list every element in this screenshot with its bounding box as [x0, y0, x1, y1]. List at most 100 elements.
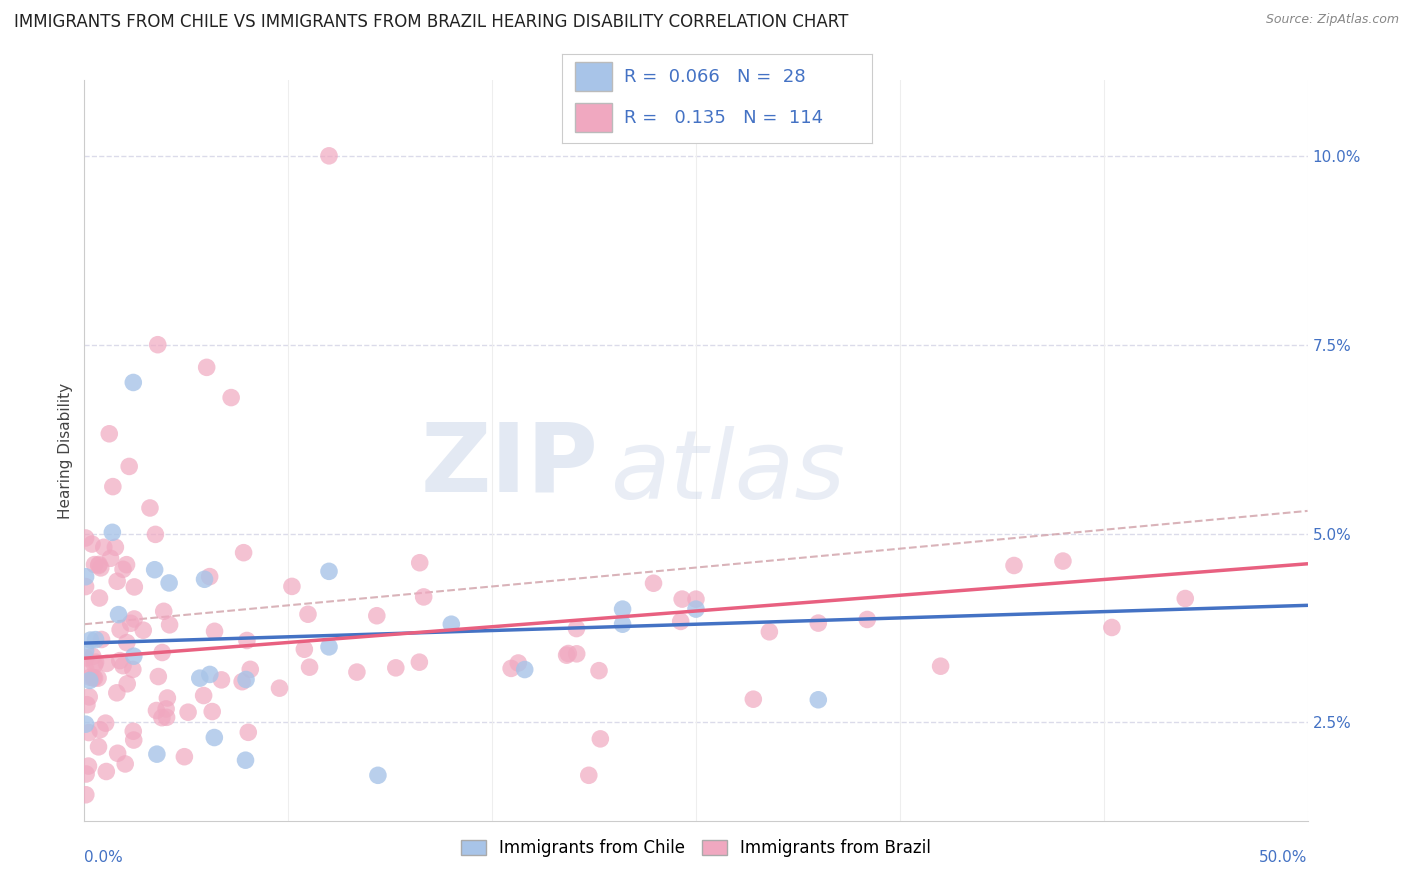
- Point: [612, 617, 634, 632]
- Point: [201, 705, 224, 719]
- Point: [235, 673, 257, 687]
- Point: [100, 551, 122, 566]
- Point: [87, 671, 110, 685]
- Point: [107, 746, 129, 760]
- Point: [75, 662, 97, 676]
- Point: [75, 570, 97, 584]
- Point: [124, 580, 146, 594]
- Point: [112, 562, 135, 576]
- Y-axis label: Hearing Disability: Hearing Disability: [58, 383, 73, 518]
- Point: [76, 698, 98, 712]
- Point: [297, 607, 319, 622]
- Point: [132, 623, 155, 637]
- Point: [96, 764, 118, 779]
- Point: [578, 768, 600, 782]
- Point: [269, 681, 291, 695]
- Text: 50.0%: 50.0%: [1260, 850, 1308, 865]
- Point: [108, 654, 131, 668]
- Point: [1052, 554, 1074, 568]
- Point: [89, 591, 111, 605]
- Point: [108, 623, 131, 637]
- Point: [155, 702, 177, 716]
- Point: [236, 633, 259, 648]
- Point: [152, 604, 174, 618]
- Point: [75, 717, 97, 731]
- Legend: Immigrants from Chile, Immigrants from Brazil: Immigrants from Chile, Immigrants from B…: [454, 833, 938, 864]
- Point: [114, 756, 136, 771]
- Point: [318, 640, 340, 654]
- FancyBboxPatch shape: [575, 62, 612, 91]
- Point: [929, 659, 952, 673]
- Point: [83, 558, 105, 572]
- Point: [115, 558, 138, 572]
- Point: [501, 661, 523, 675]
- Point: [685, 602, 707, 616]
- Point: [75, 580, 97, 594]
- Point: [856, 612, 879, 626]
- Point: [145, 704, 167, 718]
- Point: [412, 590, 434, 604]
- Text: R =  0.066   N =  28: R = 0.066 N = 28: [624, 68, 806, 86]
- Point: [198, 569, 221, 583]
- Point: [89, 723, 111, 737]
- Point: [101, 525, 124, 540]
- Text: R =   0.135   N =  114: R = 0.135 N = 114: [624, 109, 824, 127]
- Point: [115, 635, 138, 649]
- Point: [90, 632, 112, 647]
- Point: [121, 662, 143, 676]
- Point: [94, 716, 117, 731]
- Point: [90, 833, 112, 847]
- Point: [513, 663, 536, 677]
- Point: [79, 633, 101, 648]
- Point: [557, 647, 579, 661]
- Point: [93, 541, 115, 555]
- Point: [281, 579, 304, 593]
- Point: [231, 674, 253, 689]
- Text: atlas: atlas: [610, 426, 845, 519]
- Point: [87, 558, 110, 572]
- Point: [193, 572, 215, 586]
- Point: [80, 537, 103, 551]
- Point: [156, 691, 179, 706]
- Point: [75, 788, 97, 802]
- Point: [75, 643, 97, 657]
- Point: [318, 149, 340, 163]
- Point: [157, 576, 180, 591]
- Point: [1174, 591, 1197, 606]
- Text: 0.0%: 0.0%: [84, 850, 124, 865]
- Point: [235, 753, 257, 767]
- Point: [298, 660, 321, 674]
- Point: [83, 657, 105, 672]
- Point: [118, 459, 141, 474]
- Point: [508, 656, 530, 670]
- Point: [90, 561, 112, 575]
- Point: [83, 671, 105, 685]
- Point: [408, 655, 430, 669]
- Point: [159, 617, 181, 632]
- Point: [87, 739, 110, 754]
- Point: [122, 376, 145, 390]
- Point: [122, 649, 145, 664]
- Point: [150, 711, 173, 725]
- Text: IMMIGRANTS FROM CHILE VS IMMIGRANTS FROM BRAZIL HEARING DISABILITY CORRELATION C: IMMIGRANTS FROM CHILE VS IMMIGRANTS FROM…: [14, 13, 848, 31]
- Point: [685, 592, 707, 607]
- Point: [742, 692, 765, 706]
- Point: [565, 622, 588, 636]
- Point: [139, 500, 162, 515]
- Point: [188, 671, 211, 685]
- Point: [105, 574, 128, 589]
- Point: [148, 669, 170, 683]
- Point: [75, 767, 97, 781]
- Point: [75, 531, 97, 545]
- Point: [82, 671, 104, 685]
- Point: [239, 662, 262, 676]
- Point: [346, 665, 368, 679]
- Point: [671, 592, 693, 607]
- Point: [146, 337, 169, 351]
- Point: [232, 546, 254, 560]
- Point: [77, 690, 100, 704]
- Point: [107, 607, 129, 622]
- Point: [122, 612, 145, 626]
- Point: [84, 632, 107, 647]
- Point: [173, 749, 195, 764]
